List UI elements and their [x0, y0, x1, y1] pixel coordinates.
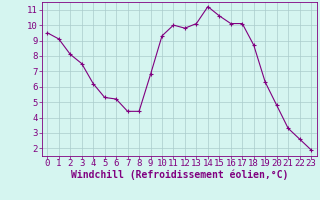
X-axis label: Windchill (Refroidissement éolien,°C): Windchill (Refroidissement éolien,°C): [70, 170, 288, 180]
